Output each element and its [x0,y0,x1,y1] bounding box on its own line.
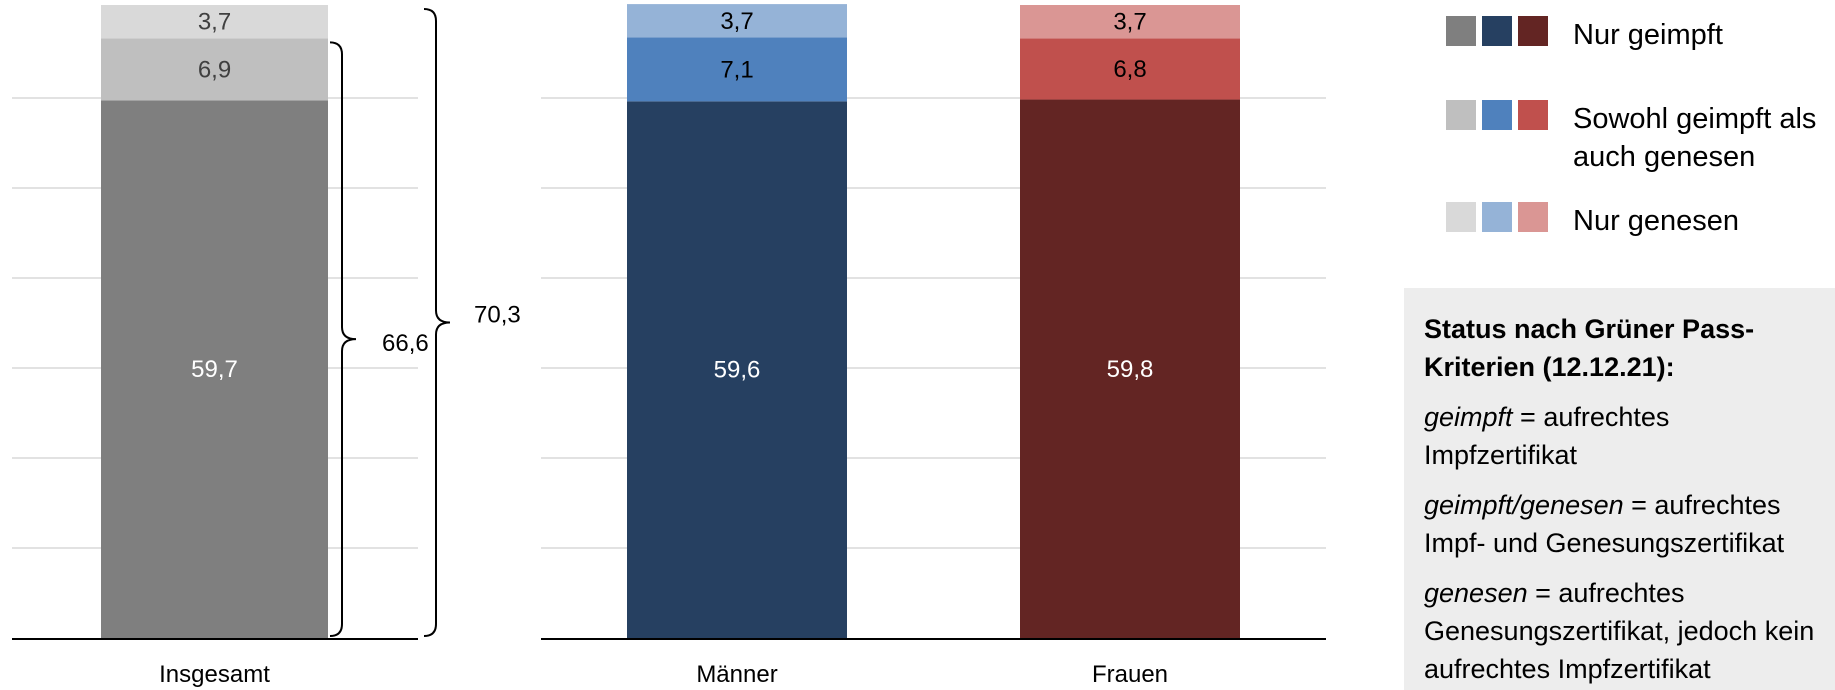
bar-segment [101,100,328,638]
data-label: 3,7 [1113,9,1146,36]
data-label: 3,7 [198,9,231,36]
bar-segment [1020,99,1240,639]
legend-item-sowohl: Sowohl geimpft als auch genesen [1446,100,1833,176]
bar-segment [1020,38,1240,100]
definition-geimpft-genesen: geimpft/genesen = aufrechtes Impf- und G… [1424,486,1829,562]
definition-term: geimpft/genesen [1424,490,1624,520]
data-label: 6,9 [198,56,231,83]
data-label: 7,1 [720,56,753,83]
data-label: 59,8 [1107,356,1154,383]
legend-label: Sowohl geimpft als auch genesen [1573,103,1817,173]
definition-text: = aufrechtes Genesungszertifikat, jedoch… [1424,578,1815,684]
definition-text: = aufrechtes Impfzertifikat [1424,402,1670,470]
bar-segment [101,38,328,101]
category-label: Insgesamt [159,661,270,688]
legend-swatch [1518,16,1548,46]
legend-swatch [1518,100,1548,130]
definition-text: = aufrechtes Impf- und Genesungszertifik… [1424,490,1785,558]
cumulative-brace [329,41,357,637]
stacked-bar-chart: 59,7 6,9 3,7 Insgesamt 59,6 7,1 3,7 Männer 59,8 6… [12,4,1326,688]
legend-item-nur-geimpft: Nur geimpft [1446,16,1833,54]
legend-label: Nur genesen [1573,205,1740,237]
definition-term: geimpft [1424,402,1513,432]
category-label: Frauen [1092,661,1168,688]
legend-swatch [1446,202,1476,232]
bar-segment [627,4,847,38]
data-label: 59,6 [714,357,761,384]
cumulative-brace [423,8,451,637]
legend-swatch [1482,202,1512,232]
bar-segment [101,5,328,39]
bar-segment [1020,5,1240,39]
status-info-box: Status nach Grüner Pass-Kriterien (12.12… [1404,288,1835,690]
legend-swatch [1518,202,1548,232]
brace-label: 70,3 [474,302,521,329]
data-label: 6,8 [1113,56,1146,83]
legend-swatch [1482,16,1512,46]
legend-swatch [1482,100,1512,130]
definition-genesen: genesen = aufrechtes Genesungszertifikat… [1424,574,1829,688]
brace-label: 66,6 [382,330,429,357]
legend-swatch [1446,16,1476,46]
category-label: Männer [696,661,777,688]
legend-label: Nur geimpft [1573,19,1723,51]
data-label: 3,7 [720,8,753,35]
bar-segment [627,37,847,102]
legend-swatch [1446,100,1476,130]
legend-item-nur-genesen: Nur genesen [1446,202,1833,240]
definition-term: genesen [1424,578,1528,608]
data-label: 59,7 [191,356,238,383]
status-title: Status nach Grüner Pass-Kriterien (12.12… [1424,314,1755,382]
definition-geimpft: geimpft = aufrechtes Impfzertifikat [1424,398,1829,474]
bar-segment [627,101,847,639]
